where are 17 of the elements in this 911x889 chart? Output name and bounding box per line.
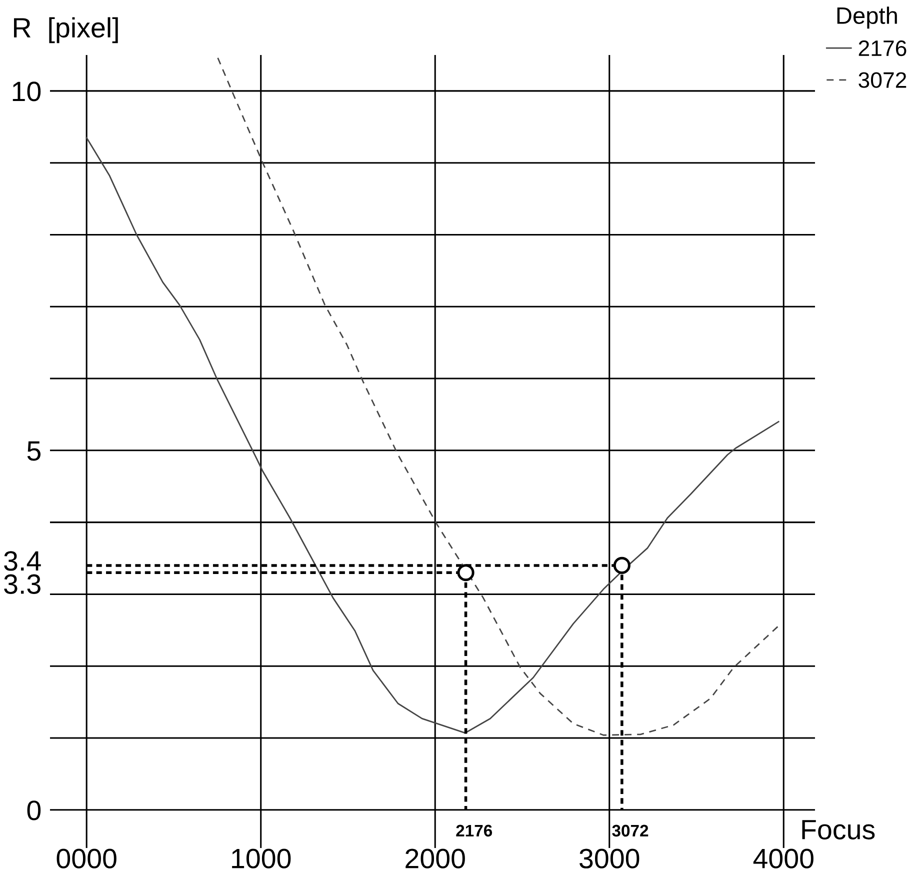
legend-label: 2176 (858, 40, 906, 56)
y-tick-label: 10 (12, 82, 41, 102)
y-tick-label: 3.3 (4, 574, 40, 594)
legend-title: Depth (837, 6, 897, 29)
x-axis-title: Focus (802, 820, 875, 840)
y-tick-label: 0 (27, 800, 41, 820)
x-tick-label: 4000 (753, 848, 814, 868)
annotation: 3072 (612, 824, 648, 837)
legend-label: 3072 (858, 72, 906, 88)
y-tick-label: 3.4 (4, 551, 41, 571)
x-tick-label: 3000 (580, 848, 640, 868)
x-tick-label: 0000 (56, 848, 116, 868)
y-axis-title: R [pixel] (14, 17, 118, 44)
x-tick-label: 1000 (232, 848, 291, 868)
y-tick-label: 5 (27, 441, 41, 461)
x-tick-label: 2000 (406, 848, 465, 868)
annotation: 2176 (456, 824, 492, 837)
